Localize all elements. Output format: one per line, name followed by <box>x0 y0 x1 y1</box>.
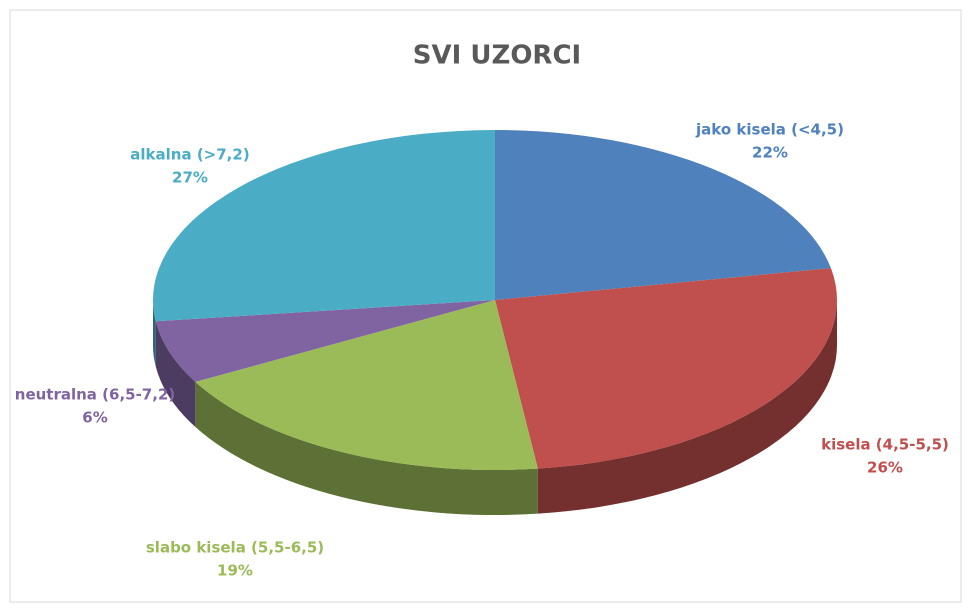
pie-slice-side <box>153 300 156 367</box>
slice-label: neutralna (6,5-7,2) <box>15 386 175 404</box>
pie-slice <box>495 130 831 300</box>
pie-slice <box>495 268 837 469</box>
slice-value-label: 22% <box>752 144 788 162</box>
pie-slice-side-shade <box>153 300 156 367</box>
slice-value-label: 19% <box>217 562 253 580</box>
slice-label: kisela (4,5-5,5) <box>821 436 949 454</box>
pie-slice <box>153 130 495 322</box>
chart-title: SVI UZORCI <box>413 41 581 71</box>
pie-slice-side <box>195 381 538 515</box>
pie-slice-side-shade <box>195 381 538 515</box>
slice-value-label: 6% <box>82 409 107 427</box>
slice-label: alkalna (>7,2) <box>130 146 249 164</box>
pie-slice-side-shade <box>537 300 837 514</box>
slice-label: slabo kisela (5,5-6,5) <box>146 539 324 557</box>
pie-slice-side <box>155 321 196 427</box>
pie-slice <box>155 300 495 382</box>
slice-value-label: 26% <box>867 459 903 477</box>
pie-slice-side <box>537 300 837 514</box>
slice-label: jako kisela (<4,5) <box>695 121 844 139</box>
slice-value-label: 27% <box>172 169 208 187</box>
pie-slice-side-shade <box>155 321 196 427</box>
pie-slice <box>195 300 538 470</box>
